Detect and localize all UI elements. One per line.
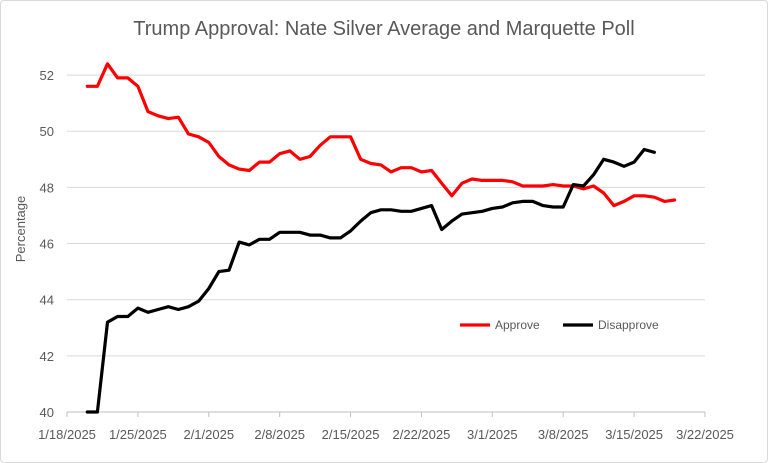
x-tick-label: 2/1/2025 [183, 427, 234, 442]
series-line-approve [85, 62, 677, 208]
y-tick-label: 48 [40, 180, 54, 195]
y-tick-label: 50 [40, 124, 54, 139]
chart-title: Trump Approval: Nate Silver Average and … [133, 18, 634, 40]
x-axis: 1/18/2025 1/25/2025 2/1/2025 2/8/2025 2/15/2… [38, 411, 734, 442]
series-line-disapprove [85, 147, 657, 414]
series-lines [85, 62, 677, 414]
legend: Approve Disapprove [460, 318, 659, 332]
y-tick-label: 40 [40, 405, 54, 420]
y-axis-label: Percentage [13, 196, 28, 263]
legend-label-approve: Approve [495, 318, 540, 332]
x-tick-label: 3/22/2025 [676, 427, 734, 442]
x-tick-label: 2/22/2025 [393, 427, 451, 442]
x-tick-label: 1/25/2025 [109, 427, 167, 442]
y-axis-ticks: 40 42 44 46 48 50 52 [40, 68, 54, 420]
x-tick-label: 1/18/2025 [38, 427, 96, 442]
y-tick-label: 46 [40, 237, 54, 252]
y-tick-label: 52 [40, 68, 54, 83]
x-tick-label: 2/8/2025 [254, 427, 305, 442]
gridlines [67, 74, 705, 357]
legend-label-disapprove: Disapprove [598, 318, 659, 332]
y-tick-label: 42 [40, 349, 54, 364]
x-tick-label: 2/15/2025 [322, 427, 380, 442]
y-tick-label: 44 [40, 293, 54, 308]
x-tick-label: 3/15/2025 [605, 427, 663, 442]
x-tick-label: 3/8/2025 [538, 427, 589, 442]
x-tick-label: 3/1/2025 [467, 427, 518, 442]
